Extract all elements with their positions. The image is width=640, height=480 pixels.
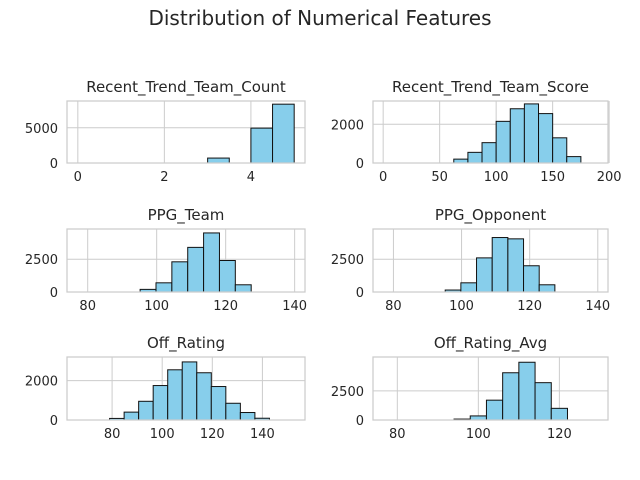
x-tick-label: 80 bbox=[389, 427, 406, 442]
y-tick-label: 2000 bbox=[25, 375, 58, 390]
x-tick-label: 140 bbox=[585, 299, 610, 314]
histogram-bar bbox=[491, 237, 509, 293]
y-tick-label: 2000 bbox=[331, 118, 364, 133]
histogram-bar bbox=[138, 400, 154, 421]
x-tick-label: 100 bbox=[144, 299, 169, 314]
y-tick-label: 2500 bbox=[331, 253, 364, 268]
histogram-bar bbox=[538, 284, 556, 293]
x-tick-label: 50 bbox=[431, 170, 448, 185]
histogram-bar bbox=[552, 137, 568, 164]
y-tick-label: 2500 bbox=[25, 253, 58, 268]
subplot-title: PPG_Opponent bbox=[435, 206, 546, 225]
x-tick-label: 100 bbox=[466, 427, 491, 442]
x-tick-label: 2 bbox=[160, 170, 168, 185]
subplot-title: PPG_Team bbox=[148, 206, 225, 225]
histogram-bar bbox=[538, 113, 554, 164]
histogram-bar bbox=[123, 411, 140, 421]
histogram-bar bbox=[203, 232, 220, 293]
histogram-bar bbox=[210, 386, 227, 421]
y-tick-label: 0 bbox=[356, 414, 364, 429]
histogram-bar bbox=[566, 156, 582, 164]
axes-frame bbox=[372, 100, 609, 164]
histogram-bar bbox=[196, 372, 212, 421]
histogram-bar bbox=[523, 265, 540, 293]
x-tick-label: 140 bbox=[282, 299, 307, 314]
histogram-bar bbox=[225, 402, 241, 421]
x-tick-label: 100 bbox=[484, 170, 509, 185]
subplot-title: Recent_Trend_Team_Score bbox=[392, 78, 589, 97]
histogram-bar bbox=[218, 260, 236, 293]
x-tick-label: 150 bbox=[540, 170, 565, 185]
histogram-bar bbox=[155, 282, 173, 293]
histogram-bar bbox=[187, 246, 205, 293]
histogram-bar bbox=[485, 399, 504, 421]
histogram-bar bbox=[239, 412, 256, 421]
y-tick-label: 0 bbox=[356, 286, 364, 301]
histogram-bar bbox=[272, 103, 295, 164]
subplot-5: Off_Rating 80 100 120 140 0 2000 bbox=[25, 334, 306, 442]
x-tick-label: 80 bbox=[385, 299, 402, 314]
histogram-bar bbox=[476, 257, 493, 293]
y-tick-label: 0 bbox=[356, 157, 364, 172]
histogram-bar bbox=[234, 284, 252, 293]
subplot-title: Recent_Trend_Team_Count bbox=[86, 78, 286, 97]
histogram-bar bbox=[171, 261, 189, 293]
histogram-bar bbox=[534, 382, 552, 421]
histogram-bar bbox=[509, 108, 525, 164]
y-tick-label: 0 bbox=[50, 157, 58, 172]
histogram-bar bbox=[250, 127, 274, 164]
y-tick-label: 0 bbox=[50, 414, 58, 429]
x-tick-label: 80 bbox=[104, 427, 121, 442]
y-tick-label: 2500 bbox=[331, 385, 364, 400]
axes-frame bbox=[66, 100, 306, 164]
y-tick-label: 0 bbox=[50, 286, 58, 301]
axes-frame bbox=[66, 228, 306, 293]
histogram-bar bbox=[507, 238, 525, 293]
subplot-4: PPG_Opponent 80 100 120 140 0 2500 bbox=[331, 206, 610, 314]
x-tick-label: 80 bbox=[79, 299, 96, 314]
x-tick-label: 4 bbox=[247, 170, 255, 185]
axes-frame bbox=[66, 356, 306, 421]
histogram-bar bbox=[207, 157, 230, 164]
subplot-6: Off_Rating_Avg 80 100 120 0 2500 bbox=[331, 334, 609, 442]
x-tick-label: 120 bbox=[547, 427, 572, 442]
x-tick-label: 100 bbox=[449, 299, 474, 314]
figure-title: Distribution of Numerical Features bbox=[148, 6, 491, 30]
x-tick-label: 100 bbox=[150, 427, 175, 442]
histogram-bar bbox=[481, 142, 497, 164]
axes-frame bbox=[372, 228, 609, 293]
y-tick-label: 5000 bbox=[25, 122, 58, 137]
x-tick-label: 120 bbox=[213, 299, 238, 314]
axes-frame bbox=[372, 356, 609, 421]
histogram-bar bbox=[502, 372, 520, 421]
histogram-bar bbox=[181, 361, 198, 421]
histogram-bar bbox=[467, 151, 483, 164]
x-tick-label: 0 bbox=[74, 170, 82, 185]
x-tick-label: 200 bbox=[597, 170, 622, 185]
histogram-bar bbox=[518, 361, 536, 421]
subplot-1: Recent_Trend_Team_Count 0 2 4 0 5000 bbox=[25, 78, 306, 185]
histogram-bar bbox=[550, 407, 568, 421]
histogram-bar bbox=[460, 282, 478, 293]
histogram-bar bbox=[167, 369, 183, 421]
subplot-title: Off_Rating_Avg bbox=[434, 334, 547, 353]
x-tick-label: 140 bbox=[250, 427, 275, 442]
histogram-bar bbox=[523, 103, 540, 164]
subplot-3: PPG_Team 80 100 120 140 0 2500 bbox=[25, 206, 307, 314]
x-tick-label: 120 bbox=[517, 299, 542, 314]
x-tick-label: 0 bbox=[379, 170, 387, 185]
histogram-bar bbox=[152, 385, 169, 421]
histogram-bar bbox=[495, 120, 511, 164]
subplot-title: Off_Rating bbox=[147, 334, 225, 353]
x-tick-label: 120 bbox=[200, 427, 225, 442]
